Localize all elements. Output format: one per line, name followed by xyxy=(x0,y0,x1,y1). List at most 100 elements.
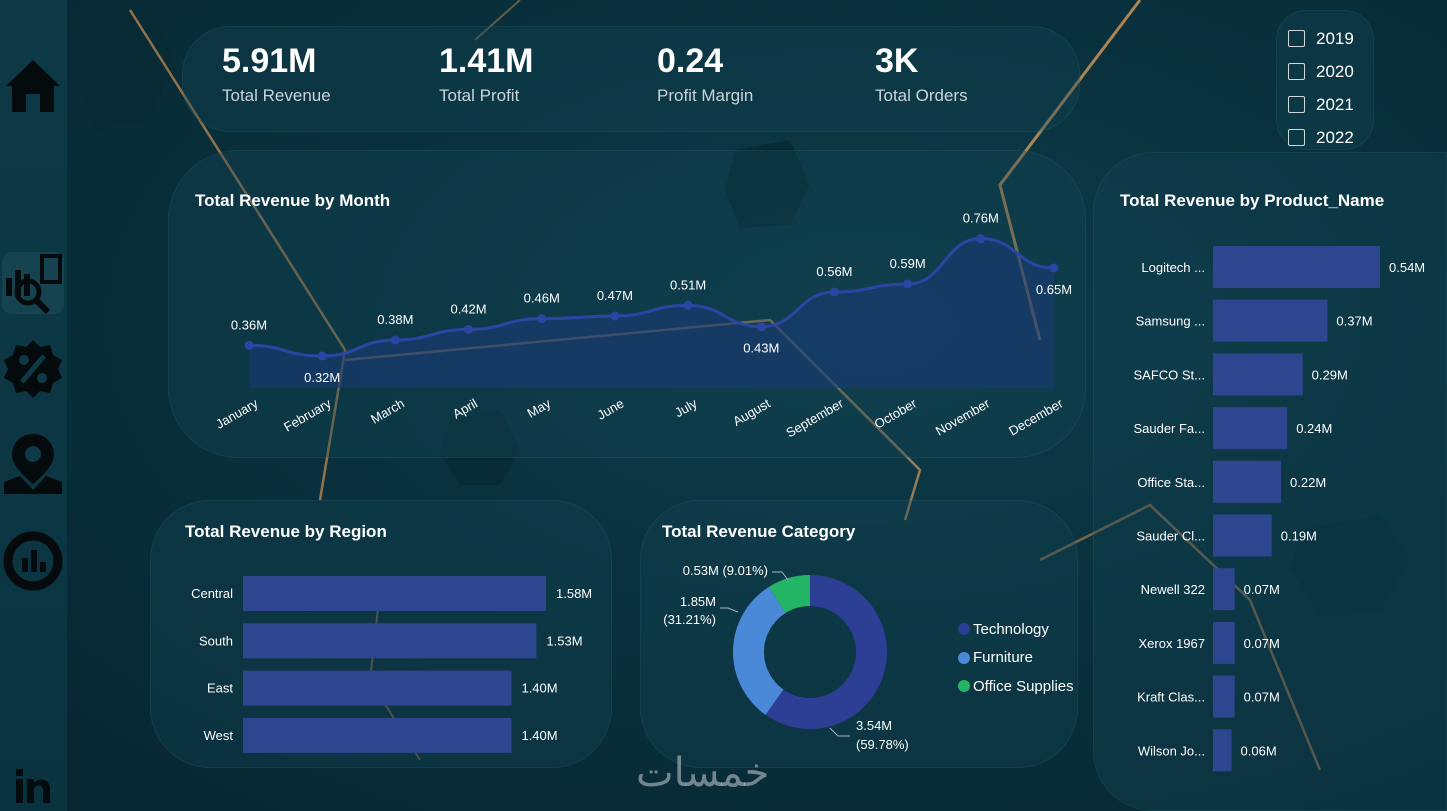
revenue-line xyxy=(248,237,1055,358)
legend-item-technology[interactable]: Technology xyxy=(958,615,1074,644)
legend-item-furniture[interactable]: Furniture xyxy=(958,644,1074,673)
watermark: خمسات xyxy=(636,750,770,796)
data-point[interactable] xyxy=(464,324,474,334)
legend-label: Technology xyxy=(973,620,1049,638)
year-option-2020[interactable]: 2020 xyxy=(1288,55,1354,88)
region-chart-title: Total Revenue by Region xyxy=(185,522,387,541)
data-point[interactable] xyxy=(610,311,620,321)
data-point[interactable] xyxy=(756,322,766,332)
kpi-value: 5.91M xyxy=(222,42,317,80)
checkbox[interactable] xyxy=(1288,96,1305,113)
checkbox[interactable] xyxy=(1288,129,1305,146)
data-label: 0.42M xyxy=(450,301,486,316)
donut-slice[interactable] xyxy=(768,575,810,614)
bar[interactable] xyxy=(1213,514,1272,557)
legend-dot xyxy=(958,623,970,636)
data-label: 0.47M xyxy=(597,288,633,303)
bar[interactable] xyxy=(1213,299,1328,342)
data-label: 1.40M xyxy=(521,681,557,696)
data-point[interactable] xyxy=(390,335,400,345)
month-chart-title: Total Revenue by Month xyxy=(195,191,391,210)
data-label: 0.07M xyxy=(1244,636,1280,651)
data-label: 0.59M xyxy=(890,256,926,271)
revenue-area xyxy=(249,238,1054,388)
data-point[interactable] xyxy=(976,234,986,244)
data-point[interactable] xyxy=(317,351,327,361)
linkedin-icon[interactable] xyxy=(2,765,64,805)
bar[interactable] xyxy=(1213,729,1232,772)
data-point[interactable] xyxy=(829,287,839,297)
category-chart-title: Total Revenue Category xyxy=(662,522,856,541)
data-label: 0.46M xyxy=(524,291,560,306)
donut-slice[interactable] xyxy=(765,575,887,729)
kpi-panel xyxy=(182,26,1080,132)
donut-slice[interactable] xyxy=(733,586,786,715)
year-label: 2019 xyxy=(1316,28,1354,48)
category-label: Sauder Cl... xyxy=(1136,529,1205,544)
x-tick-label: January xyxy=(213,395,261,431)
kpi-value: 1.41M xyxy=(439,42,534,80)
kpi-value: 0.24 xyxy=(657,42,724,80)
x-tick-label: September xyxy=(783,395,846,440)
bar[interactable] xyxy=(1213,460,1282,503)
leader-line xyxy=(829,727,850,737)
category-label: East xyxy=(207,681,233,696)
year-option-2021[interactable]: 2021 xyxy=(1288,88,1354,121)
year-slicer: 2019 2020 2021 2022 xyxy=(1288,22,1354,154)
legend-label: Office Supplies xyxy=(973,677,1074,695)
data-label: 1.58M xyxy=(556,586,592,601)
data-label: 0.29M xyxy=(1312,367,1348,382)
region-revenue-chart: Central 1.58M South 1.53M East 1.40M West 1.40M xyxy=(191,576,592,753)
data-label: 3.54M xyxy=(856,718,892,733)
x-tick-label: December xyxy=(1006,395,1066,438)
home-icon[interactable] xyxy=(2,54,64,116)
month-revenue-chart: 0.36M January 0.32M February 0.38M March 0.42M… xyxy=(213,211,1072,441)
kpi-label: Profit Margin xyxy=(657,86,754,105)
data-label: 1.40M xyxy=(521,728,557,743)
bar[interactable] xyxy=(243,670,512,706)
data-label: 0.65M xyxy=(1036,282,1072,297)
checkbox[interactable] xyxy=(1288,63,1305,80)
sidebar xyxy=(0,0,68,811)
year-option-2019[interactable]: 2019 xyxy=(1288,22,1354,55)
category-label: Sauder Fa... xyxy=(1133,421,1205,436)
data-label: 0.22M xyxy=(1290,475,1326,490)
legend-label: Furniture xyxy=(973,649,1034,667)
legend-dot xyxy=(958,651,970,664)
legend-item-office-supplies[interactable]: Office Supplies xyxy=(958,672,1074,701)
bar[interactable] xyxy=(1213,246,1380,288)
x-tick-label: July xyxy=(672,395,700,420)
bar[interactable] xyxy=(1213,675,1235,718)
kpi-label: Total Revenue xyxy=(222,86,331,105)
category-legend: Technology Furniture Office Supplies xyxy=(958,615,1074,701)
bar[interactable] xyxy=(243,623,537,659)
checkbox[interactable] xyxy=(1288,30,1305,47)
year-label: 2020 xyxy=(1316,61,1354,81)
data-label: 1.53M xyxy=(546,633,582,648)
bar[interactable] xyxy=(1213,407,1288,450)
data-point[interactable] xyxy=(537,314,547,324)
year-option-2022[interactable]: 2022 xyxy=(1288,121,1354,154)
bar[interactable] xyxy=(1213,621,1235,664)
data-label: 0.24M xyxy=(1296,421,1332,436)
percent-badge-icon[interactable] xyxy=(2,338,64,400)
analytics-icon[interactable] xyxy=(2,252,64,314)
bar[interactable] xyxy=(1213,353,1303,396)
data-point[interactable] xyxy=(1049,263,1059,273)
category-label: South xyxy=(199,633,233,648)
bar[interactable] xyxy=(243,576,546,611)
percent-label: (31.21%) xyxy=(663,612,716,627)
data-point[interactable] xyxy=(903,279,913,289)
chart-circle-icon[interactable] xyxy=(2,530,64,592)
map-pin-icon[interactable] xyxy=(2,432,64,494)
category-revenue-chart: 3.54M (59.78%) 1.85M (31.21%) 0.53M (9.01%) xyxy=(663,563,909,752)
bar[interactable] xyxy=(243,717,512,753)
category-label: Newell 322 xyxy=(1141,582,1205,597)
data-point[interactable] xyxy=(683,300,693,310)
bar[interactable] xyxy=(1213,568,1235,611)
data-label: 0.07M xyxy=(1244,582,1280,597)
data-point[interactable] xyxy=(244,340,254,350)
category-label: Logitech ... xyxy=(1141,260,1205,275)
category-label: SAFCO St... xyxy=(1133,367,1205,382)
leader-line xyxy=(772,571,789,581)
